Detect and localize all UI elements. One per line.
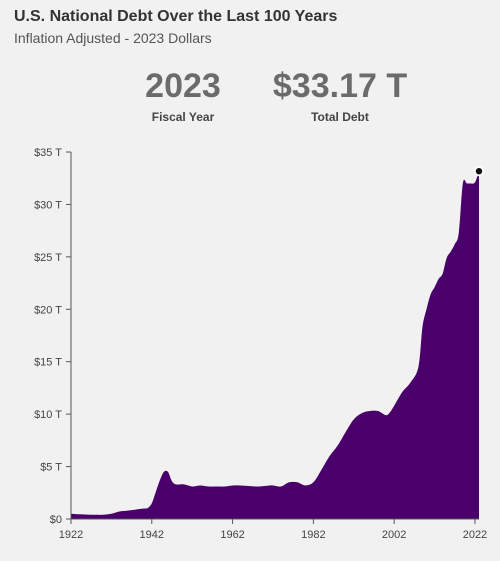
x-tick-label: 2022	[463, 529, 487, 541]
total-debt-stat: $33.17 T Total Debt	[262, 66, 418, 124]
chart-title: U.S. National Debt Over the Last 100 Yea…	[14, 8, 338, 25]
x-tick-label: 1962	[220, 529, 244, 541]
y-tick-label: $30 T	[34, 199, 62, 211]
x-tick-label: 2002	[382, 529, 406, 541]
total-debt-label: Total Debt	[311, 110, 369, 124]
y-tick-label: $5 T	[40, 462, 62, 474]
x-tick-label: 1922	[59, 529, 83, 541]
x-tick-label: 1942	[140, 529, 164, 541]
latest-point-marker	[475, 167, 483, 175]
fiscal-year-label: Fiscal Year	[151, 110, 215, 124]
y-tick-label: $20 T	[34, 304, 62, 316]
chart-subtitle: Inflation Adjusted - 2023 Dollars	[14, 30, 212, 46]
y-tick-label: $0	[50, 514, 62, 526]
x-tick-label: 1982	[301, 529, 325, 541]
debt-area	[71, 171, 479, 520]
total-debt-value: $33.17 T	[272, 67, 408, 105]
y-tick-label: $15 T	[34, 357, 62, 369]
y-tick-label: $25 T	[34, 252, 62, 264]
fiscal-year-stat: 2023 Fiscal Year	[138, 66, 228, 124]
fiscal-year-value: 2023	[145, 67, 221, 105]
y-tick-label: $10 T	[34, 409, 62, 421]
y-tick-label: $35 T	[34, 147, 62, 159]
